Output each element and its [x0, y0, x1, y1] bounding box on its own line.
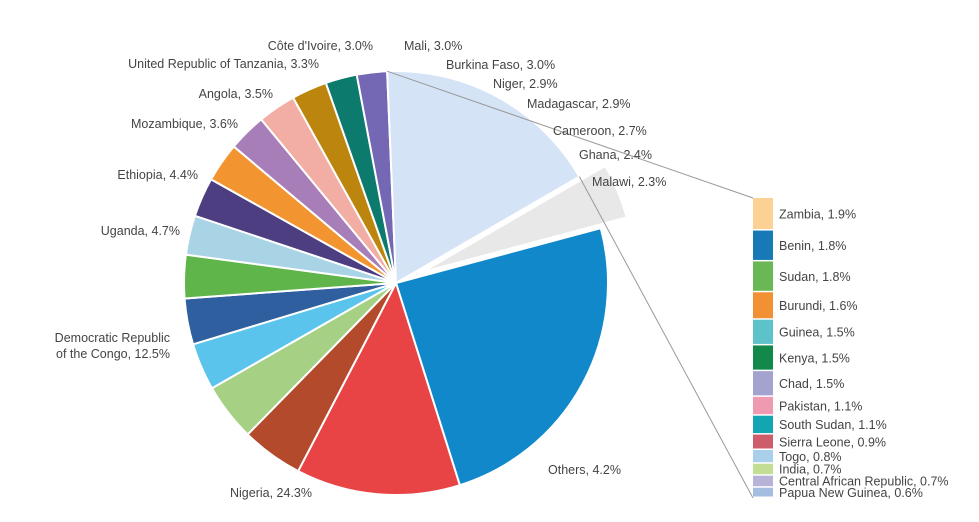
bar-segment-sudan: [753, 261, 773, 291]
bar-segment-guinea: [753, 319, 773, 344]
slice-label-cote-d-ivoire: Côte d'Ivoire, 3.0%: [268, 39, 373, 53]
slice-label-ethiopia: Ethiopia, 4.4%: [117, 168, 198, 182]
slice-label-mali: Mali, 3.0%: [404, 39, 462, 53]
bar-label-guinea: Guinea, 1.5%: [779, 326, 855, 340]
connector-bottom: [578, 176, 754, 499]
bar-segment-south-sudan: [753, 415, 773, 434]
slice-label-niger: Niger, 2.9%: [493, 77, 558, 91]
slice-label-uganda: Uganda, 4.7%: [101, 224, 180, 238]
bar-segment-pakistan: [753, 396, 773, 415]
slice-label-democratic-republic-of-the-congo: Democratic Republic: [55, 331, 170, 345]
bar-segment-central-african-republic: [753, 475, 773, 487]
slice-nigeria: [394, 226, 609, 487]
slice-label-democratic-republic-of-the-congo: of the Congo, 12.5%: [56, 347, 170, 361]
slice-others: [421, 164, 628, 274]
slice-breakdown-group: [386, 70, 581, 285]
bar-label-togo: Togo, 0.8%: [779, 450, 842, 464]
bar-segment-burundi: [753, 292, 773, 319]
bar-label-south-sudan: South Sudan, 1.1%: [779, 418, 887, 432]
bar-label-sierra-leone: Sierra Leone, 0.9%: [779, 435, 886, 449]
bar-label-chad: Chad, 1.5%: [779, 377, 844, 391]
bar-label-zambia: Zambia, 1.9%: [779, 207, 856, 221]
breakdown-bar: Zambia, 1.9% Benin, 1.8% Sudan, 1.8% Burund…: [753, 198, 949, 500]
slice-label-nigeria: Nigeria, 24.3%: [230, 486, 312, 500]
bar-segment-benin: [753, 230, 773, 260]
bar-label-kenya: Kenya, 1.5%: [779, 351, 850, 365]
bar-label-burundi: Burundi, 1.6%: [779, 299, 858, 313]
bar-segment-papua-new-guinea: [753, 487, 773, 497]
bar-segment-kenya: [753, 345, 773, 370]
slice-label-angola: Angola, 3.5%: [199, 87, 273, 101]
bar-label-papua-new-guinea: Papua New Guinea, 0.6%: [779, 486, 923, 500]
pie-slices: [183, 70, 628, 496]
bar-segment-togo: [753, 450, 773, 463]
slice-labels: Nigeria, 24.3% Democratic Republic of the …: [55, 39, 667, 500]
slice-label-cameroon: Cameroon, 2.7%: [553, 124, 647, 138]
bar-label-benin: Benin, 1.8%: [779, 239, 846, 253]
slice-label-ghana: Ghana, 2.4%: [579, 148, 652, 162]
slice-label-mozambique: Mozambique, 3.6%: [131, 117, 238, 131]
bar-segment-sierra-leone: [753, 434, 773, 449]
slice-label-burkina-faso: Burkina Faso, 3.0%: [446, 58, 555, 72]
slice-democratic-republic-of-the-congo: [296, 280, 462, 496]
breakdown-connectors: [386, 70, 754, 499]
slice-label-malawi: Malawi, 2.3%: [592, 175, 666, 189]
slice-label-united-republic-of-tanzania: United Republic of Tanzania, 3.3%: [128, 57, 319, 71]
slice-label-others: Others, 4.2%: [548, 463, 621, 477]
bar-label-pakistan: Pakistan, 1.1%: [779, 399, 862, 413]
bar-segment-zambia: [753, 198, 773, 230]
bar-segment-chad: [753, 371, 773, 396]
slice-label-madagascar: Madagascar, 2.9%: [527, 97, 631, 111]
bar-segment-india: [753, 463, 773, 475]
bar-label-central-african-republic: Central African Republic, 0.7%: [779, 475, 949, 489]
connector-top: [386, 70, 754, 199]
bar-label-india: India, 0.7%: [779, 463, 842, 477]
bar-label-sudan: Sudan, 1.8%: [779, 270, 851, 284]
